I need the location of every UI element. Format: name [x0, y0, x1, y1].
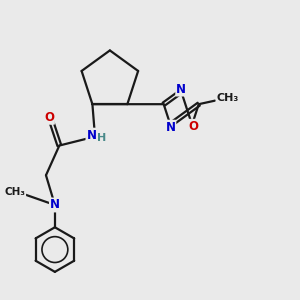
Text: H: H: [97, 134, 106, 143]
Text: CH₃: CH₃: [216, 93, 239, 103]
Text: O: O: [44, 111, 54, 124]
Text: N: N: [50, 199, 60, 212]
Text: N: N: [176, 82, 186, 96]
Text: O: O: [188, 120, 199, 133]
Text: N: N: [86, 129, 96, 142]
Text: N: N: [165, 121, 176, 134]
Text: CH₃: CH₃: [4, 187, 25, 196]
